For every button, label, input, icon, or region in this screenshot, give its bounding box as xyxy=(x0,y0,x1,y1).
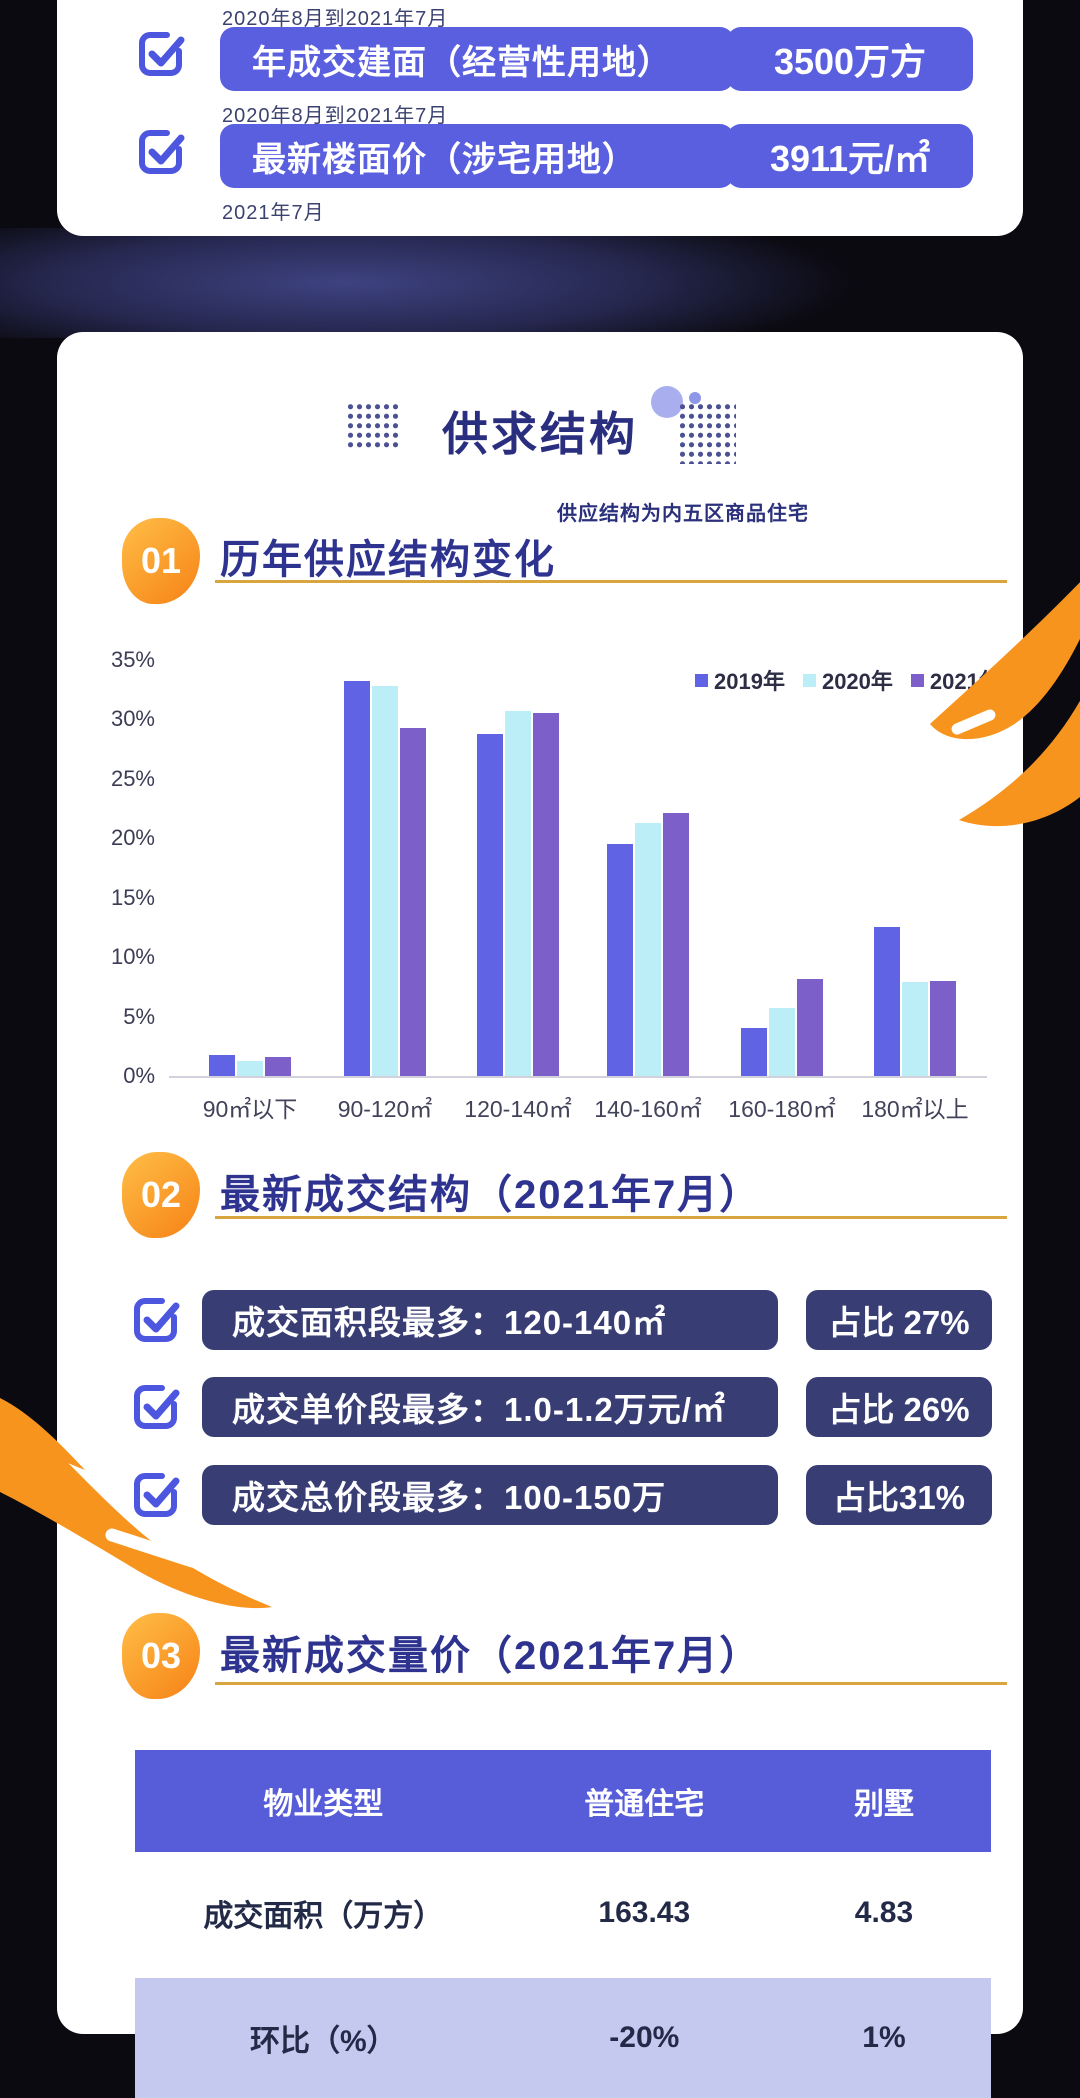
table-cell: 1% xyxy=(862,2021,906,2054)
chart-bar xyxy=(372,686,398,1076)
dot-pattern-left xyxy=(346,402,400,449)
section-badge-02: 02 xyxy=(122,1152,200,1238)
chart-bar xyxy=(635,823,661,1076)
legend-swatch xyxy=(695,673,708,687)
section-rule-01 xyxy=(215,580,1007,583)
x-axis-label: 140-160㎡ xyxy=(594,1096,702,1122)
legend-item: 2020年 xyxy=(802,664,893,696)
volume-price-table: 物业类型 普通住宅 别墅 成交面积（万方） 163.43 4.83 环比（%） … xyxy=(135,1750,991,2098)
metric-value: 3500万方 xyxy=(727,27,973,91)
x-axis-label: 90-120㎡ xyxy=(337,1096,433,1122)
land-market-card: 2020年8月到2021年7月 年成交建面（经营性用地） 3500万方 2020… xyxy=(57,0,1023,236)
dot-pattern-right xyxy=(678,402,736,464)
chart-bar xyxy=(209,1055,235,1076)
chart-bar xyxy=(533,713,559,1076)
y-axis-tick: 30% xyxy=(110,706,155,732)
y-axis-tick: 25% xyxy=(110,765,155,791)
x-axis-label: 160-180㎡ xyxy=(728,1096,836,1122)
section-rule-03 xyxy=(215,1682,1007,1685)
orange-swoosh-bottom-left xyxy=(0,1398,272,1609)
section-heading-01: 历年供应结构变化 xyxy=(220,538,556,582)
chart-bar xyxy=(769,1008,795,1076)
stat-value: 占比 27% xyxy=(806,1290,992,1350)
chart-bar xyxy=(400,728,426,1076)
stat-value: 占比31% xyxy=(806,1465,992,1525)
table-header-cell: 别墅 xyxy=(853,1788,914,1821)
chart-bar xyxy=(505,711,531,1076)
period-label: 2020年8月到2021年7月 xyxy=(222,8,449,30)
legend-swatch xyxy=(910,673,924,687)
table-cell: 成交面积（万方） xyxy=(203,1900,444,1933)
table-header-cell: 物业类型 xyxy=(263,1788,384,1821)
orange-swoosh-top-right xyxy=(930,582,1080,827)
y-axis-tick: 0% xyxy=(123,1063,155,1088)
legend-label: 2019年 xyxy=(714,669,785,694)
legend-label: 2020年 xyxy=(821,669,893,694)
decor-circle-small xyxy=(689,392,701,404)
chart-bar xyxy=(607,844,633,1076)
chart-bar xyxy=(902,982,928,1076)
chart-bar xyxy=(930,981,956,1076)
section-heading-03: 最新成交量价（2021年7月） xyxy=(220,1634,762,1678)
checkbox-icon xyxy=(139,32,185,76)
period-label: 2021年7月 xyxy=(222,202,325,224)
table-row: 成交面积（万方） 163.43 4.83 xyxy=(135,1852,991,1974)
legend-item: 2019年 xyxy=(695,664,785,696)
stat-label: 成交总价段最多：100-150万 xyxy=(202,1465,778,1525)
x-axis-line xyxy=(169,1076,987,1078)
section-badge-01: 01 xyxy=(122,518,200,604)
checkbox-icon xyxy=(139,130,185,174)
chart-bar xyxy=(265,1057,291,1076)
page-title: 供求结构 xyxy=(442,408,638,460)
chart-bar xyxy=(797,979,823,1076)
stat-label: 成交单价段最多：1.0-1.2万元/㎡ xyxy=(202,1377,778,1437)
section-rule-02 xyxy=(215,1216,1007,1219)
chart-bar xyxy=(741,1028,767,1076)
table-row: 环比（%） -20% 1% xyxy=(135,1978,991,2098)
chart-bar xyxy=(237,1061,263,1076)
y-axis-tick: 20% xyxy=(110,825,155,851)
table-cell: -20% xyxy=(609,2021,680,2054)
legend-swatch xyxy=(802,673,816,687)
background-glow xyxy=(0,228,1080,338)
table-header-cell: 普通住宅 xyxy=(584,1788,705,1821)
metric-label: 年成交建面（经营性用地） xyxy=(220,27,734,91)
table-header-row: 物业类型 普通住宅 别墅 xyxy=(135,1750,991,1852)
y-axis-tick: 10% xyxy=(110,944,155,970)
metric-label: 最新楼面价（涉宅用地） xyxy=(220,124,734,188)
checkbox-icon xyxy=(134,1473,180,1517)
metric-value: 3911元/㎡ xyxy=(727,124,973,188)
y-axis-tick: 35% xyxy=(110,646,155,672)
x-axis-label: 180㎡以上 xyxy=(861,1096,969,1122)
x-axis-label: 90㎡以下 xyxy=(202,1096,298,1122)
chart-bar xyxy=(477,734,503,1076)
chart-bar xyxy=(344,681,370,1076)
table-cell: 环比（%） xyxy=(249,2025,397,2058)
period-label: 2020年8月到2021年7月 xyxy=(222,105,449,127)
table-cell: 4.83 xyxy=(854,1896,914,1929)
section-badge-03: 03 xyxy=(122,1613,200,1699)
chart-bar xyxy=(663,813,689,1076)
section-heading-02: 最新成交结构（2021年7月） xyxy=(220,1173,762,1217)
chart-note: 供应结构为内五区商品住宅 xyxy=(557,503,809,525)
y-axis-tick: 5% xyxy=(123,1003,155,1029)
checkbox-icon xyxy=(134,1298,180,1342)
stat-label: 成交面积段最多：120-140㎡ xyxy=(202,1290,778,1350)
chart-bar xyxy=(874,927,900,1076)
checkbox-icon xyxy=(134,1385,180,1429)
stat-value: 占比 26% xyxy=(806,1377,992,1437)
table-cell: 163.43 xyxy=(598,1896,691,1929)
x-axis-label: 120-140㎡ xyxy=(464,1096,572,1122)
y-axis-tick: 15% xyxy=(110,884,155,910)
decor-circle-large xyxy=(651,386,683,418)
